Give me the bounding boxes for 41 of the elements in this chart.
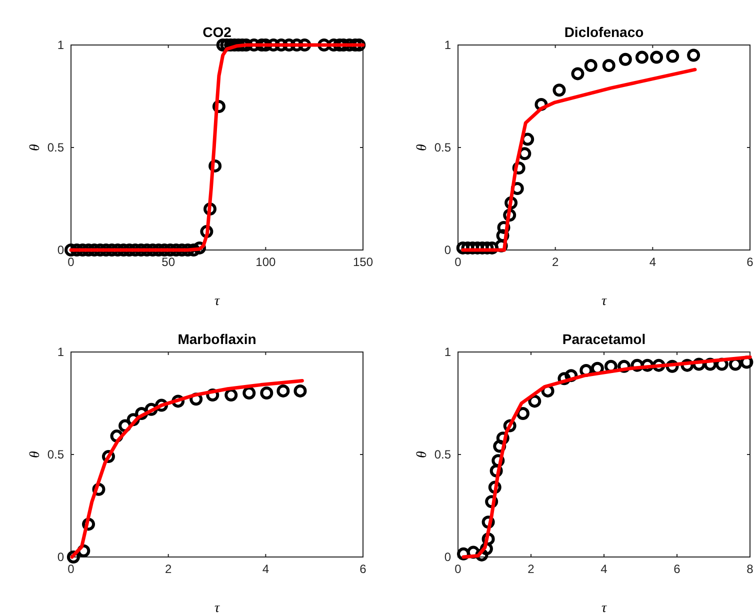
y-axis-title: θ — [28, 144, 43, 151]
x-tick-label: 150 — [352, 255, 374, 269]
x-tick-label: 2 — [552, 255, 559, 269]
x-axis-title: τ — [214, 601, 220, 616]
x-tick-label: 50 — [162, 255, 176, 269]
x-tick-label: 4 — [649, 255, 656, 269]
y-tick-label: 0 — [57, 243, 64, 257]
x-tick-label: 6 — [746, 255, 754, 269]
chart-title: Marboflaxin — [178, 331, 256, 347]
y-axis-title: θ — [28, 450, 43, 458]
y-tick-label: 0.5 — [47, 448, 64, 462]
x-tick-label: 0 — [454, 255, 462, 269]
x-tick-label: 100 — [256, 255, 276, 269]
y-tick-label: 0 — [444, 550, 452, 564]
x-tick-label: 4 — [600, 562, 608, 576]
y-tick-label: 0.5 — [47, 140, 64, 154]
y-tick-label: 1 — [444, 345, 452, 359]
x-tick-label: 2 — [528, 562, 535, 576]
x-tick-label: 8 — [746, 562, 754, 576]
y-tick-label: 0.5 — [434, 140, 452, 154]
x-tick-label: 2 — [164, 562, 172, 576]
y-tick-label: 1 — [57, 38, 64, 52]
chart-title: Paracetamol — [562, 331, 646, 347]
y-tick-label: 0.5 — [434, 448, 452, 462]
x-tick-label: 4 — [262, 562, 270, 576]
x-tick-label: 0 — [454, 562, 462, 576]
y-axis-title: θ — [415, 144, 430, 151]
y-tick-label: 0 — [57, 550, 64, 564]
y-tick-label: 1 — [444, 38, 452, 52]
x-axis-title: τ — [601, 294, 608, 309]
x-tick-label: 6 — [674, 562, 681, 576]
x-tick-label: 6 — [360, 562, 367, 576]
y-tick-label: 0 — [444, 243, 452, 257]
x-tick-label: 0 — [68, 562, 75, 576]
y-tick-label: 1 — [57, 345, 64, 359]
x-tick-label: 0 — [68, 255, 75, 269]
y-axis-title: θ — [415, 450, 430, 458]
chart-title: CO2 — [202, 24, 232, 40]
chart-title: Diclofenaco — [564, 24, 644, 40]
x-axis-title: τ — [601, 601, 608, 616]
x-axis-title: τ — [214, 294, 220, 309]
